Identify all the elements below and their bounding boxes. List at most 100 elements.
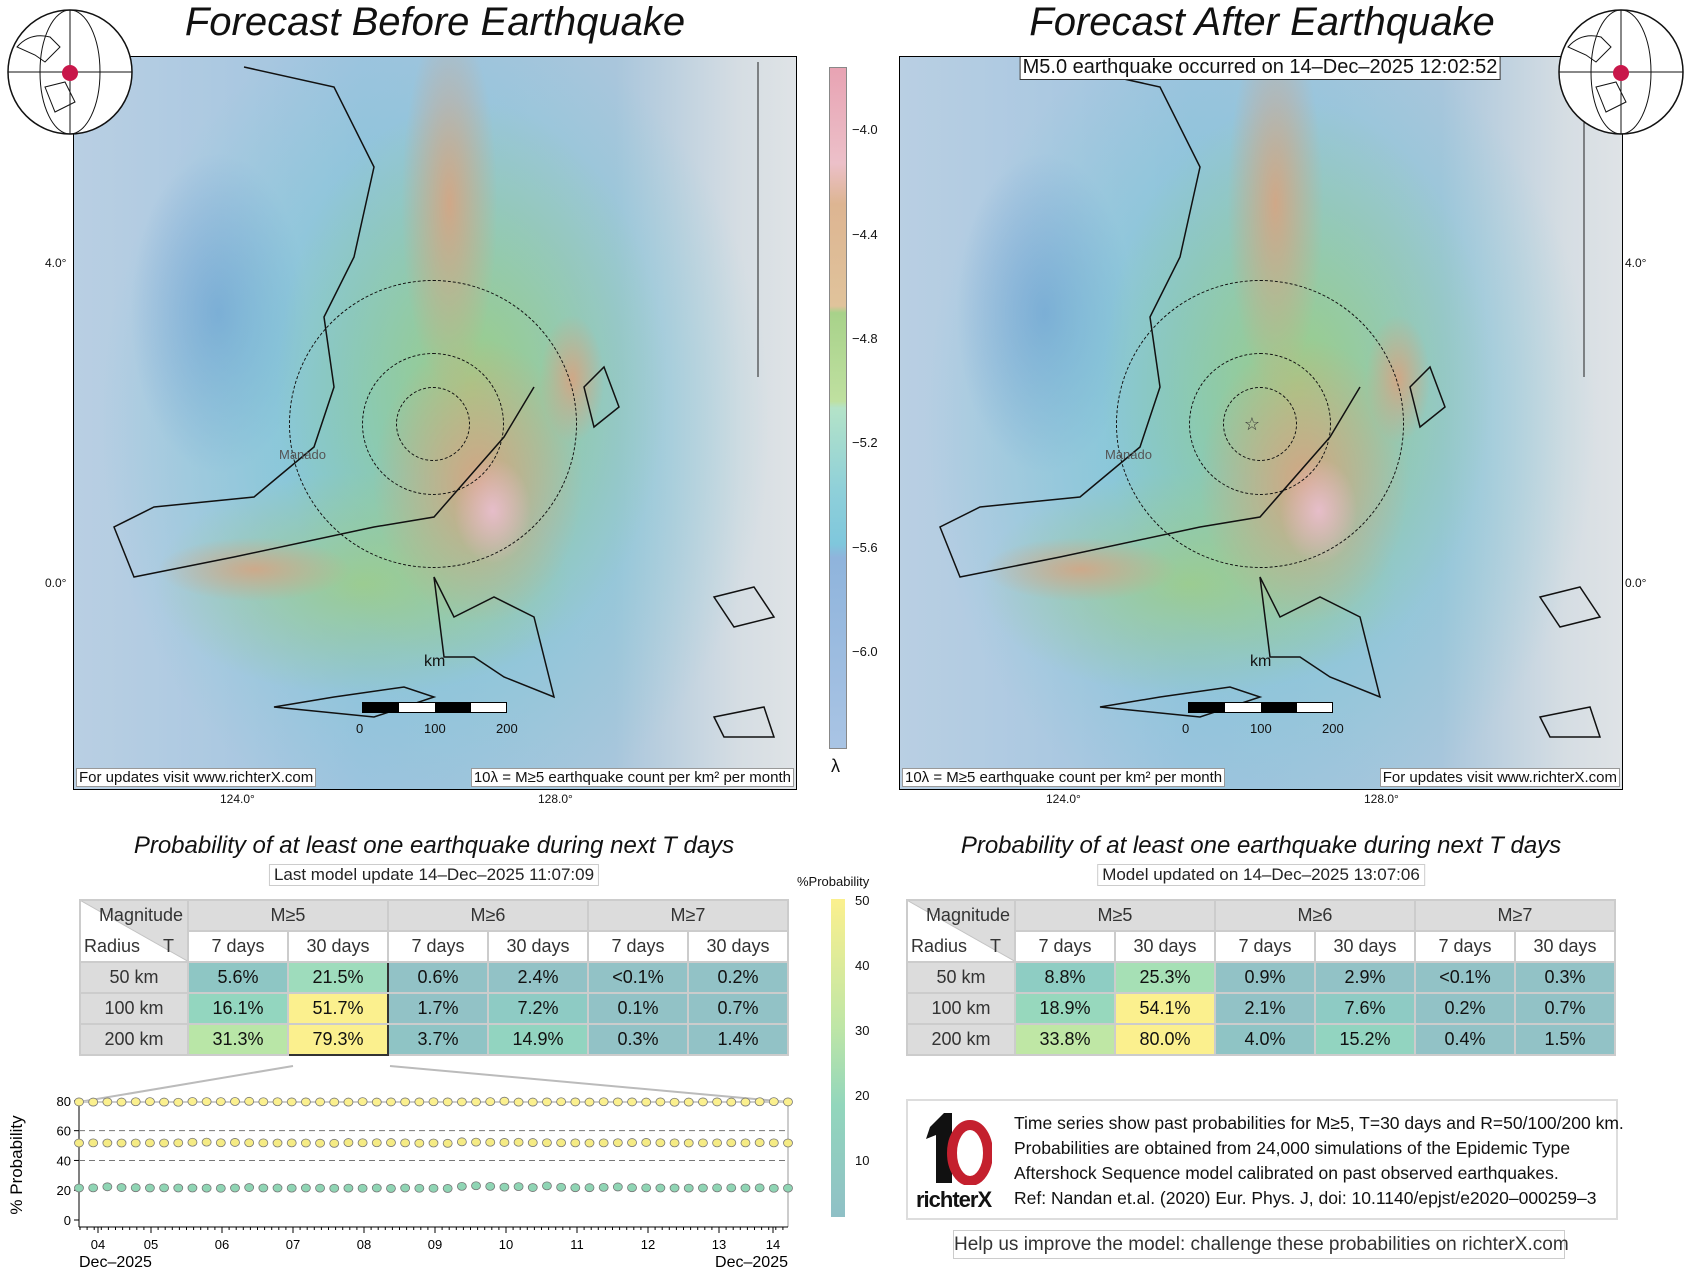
data-point-200-km (400, 1097, 411, 1107)
data-point-200-km (740, 1097, 751, 1107)
probability-cell[interactable]: 0.3% (587, 1023, 689, 1056)
data-point-200-km (88, 1097, 99, 1107)
period-column-header: 30 days (687, 930, 789, 963)
challenge-link[interactable]: Help us improve the model: challenge the… (953, 1230, 1569, 1259)
info-text: Time series show past probabilities for … (1014, 1111, 1624, 1211)
probability-cell[interactable]: <0.1% (587, 961, 689, 994)
left-map-title: Forecast Before Earthquake (184, 0, 686, 44)
probability-cell[interactable]: 0.4% (1414, 1023, 1516, 1056)
data-point-200-km (754, 1097, 765, 1107)
probability-cell[interactable]: 14.9% (487, 1023, 589, 1056)
probability-cell[interactable]: 18.9% (1014, 992, 1116, 1025)
data-point-200-km (371, 1097, 382, 1107)
data-point-200-km (428, 1097, 439, 1107)
probability-cell[interactable]: 33.8% (1014, 1023, 1116, 1056)
probability-cell[interactable]: 54.1% (1114, 992, 1216, 1025)
y-tick-label: 20 (57, 1183, 71, 1198)
probability-cell[interactable]: 5.6% (187, 961, 289, 994)
probability-cell[interactable]: 8.8% (1014, 961, 1116, 994)
probability-cell[interactable]: 21.5% (287, 961, 389, 994)
rate-colorbar (829, 67, 847, 749)
updates-link[interactable]: For updates visit www.richterX.com (76, 768, 317, 787)
data-point-100-km (244, 1138, 255, 1148)
probability-cell[interactable]: 1.7% (387, 992, 489, 1025)
left-forecast-map[interactable]: Manado km 0 100 200 For updates visit ww… (73, 56, 797, 790)
data-point-50-km (386, 1184, 396, 1193)
data-point-100-km (570, 1138, 581, 1148)
x-axis-label-left: Dec–2025 (79, 1254, 152, 1267)
data-point-100-km (683, 1138, 694, 1148)
globe-inset-icon (7, 9, 133, 135)
probability-cell[interactable]: <0.1% (1414, 961, 1516, 994)
rate-tick: −4.4 (852, 227, 878, 242)
data-point-100-km (442, 1138, 453, 1148)
probability-cell[interactable]: 3.7% (387, 1023, 489, 1056)
probability-cell[interactable]: 7.2% (487, 992, 589, 1025)
right-forecast-map[interactable]: ☆ M5.0 earthquake occurred on 14–Dec–202… (899, 56, 1623, 790)
data-point-50-km (258, 1183, 269, 1193)
probability-cell[interactable]: 0.7% (687, 992, 789, 1025)
probability-cell[interactable]: 2.1% (1214, 992, 1316, 1025)
data-point-50-km (712, 1183, 722, 1193)
data-point-100-km (144, 1138, 155, 1148)
probability-cell[interactable]: 0.1% (587, 992, 689, 1025)
data-point-50-km (627, 1183, 637, 1193)
probability-cell[interactable]: 1.4% (687, 1023, 789, 1056)
probability-cell[interactable]: 0.2% (687, 961, 789, 994)
data-point-100-km (130, 1138, 141, 1148)
probability-cell[interactable]: 16.1% (187, 992, 289, 1025)
data-point-200-km (442, 1097, 453, 1107)
probability-cell[interactable]: 2.4% (487, 961, 589, 994)
table-row: 200 km 31.3% 79.3% 3.7% 14.9% 0.3% 1.4% (79, 1023, 789, 1056)
probability-cell[interactable]: 31.3% (187, 1023, 289, 1056)
left-table-title: Probability of at least one earthquake d… (133, 832, 735, 859)
data-point-100-km (598, 1138, 609, 1148)
probability-cell[interactable]: 0.7% (1514, 992, 1616, 1025)
radius-200km-ring (1116, 280, 1404, 568)
data-point-50-km (286, 1183, 297, 1193)
probability-cell[interactable]: 7.6% (1314, 992, 1416, 1025)
probability-cell[interactable]: 1.5% (1514, 1023, 1616, 1056)
probability-cell[interactable]: 15.2% (1314, 1023, 1416, 1056)
data-point-100-km (471, 1137, 481, 1147)
probability-cell[interactable]: 79.3% (287, 1023, 389, 1056)
data-point-50-km (442, 1184, 453, 1193)
data-point-50-km (471, 1181, 481, 1191)
data-point-50-km (130, 1183, 141, 1193)
data-point-100-km (669, 1138, 680, 1148)
prob-tick: 20 (855, 1088, 870, 1103)
probability-cell[interactable]: 2.9% (1314, 961, 1416, 994)
data-point-200-km (187, 1097, 198, 1106)
rate-tick: −4.8 (852, 331, 878, 346)
x-tick-label: 10 (499, 1237, 513, 1252)
data-point-200-km (570, 1097, 581, 1107)
data-point-100-km (655, 1138, 666, 1148)
right-map-title: Forecast After Earthquake (1029, 0, 1495, 44)
updates-link[interactable]: For updates visit www.richterX.com (1379, 768, 1620, 787)
data-point-50-km (74, 1183, 84, 1193)
data-point-100-km (187, 1137, 198, 1147)
probability-cell[interactable]: 80.0% (1114, 1023, 1216, 1056)
data-point-200-km (456, 1097, 467, 1107)
probability-cell[interactable]: 51.7% (287, 992, 389, 1025)
data-point-200-km (627, 1097, 637, 1107)
probability-cell[interactable]: 0.3% (1514, 961, 1616, 994)
data-point-50-km (329, 1183, 340, 1193)
data-point-100-km (315, 1138, 325, 1148)
probability-cell[interactable]: 0.9% (1214, 961, 1316, 994)
period-column-header: 30 days (487, 930, 589, 963)
info-line: Probabilities are obtained from 24,000 s… (1014, 1138, 1571, 1158)
radius-cell: 100 km (79, 992, 189, 1025)
probability-cell[interactable]: 25.3% (1114, 961, 1216, 994)
probability-cell[interactable]: 0.2% (1414, 992, 1516, 1025)
probability-cell[interactable]: 0.6% (387, 961, 489, 994)
table-row: 100 km 16.1% 51.7% 1.7% 7.2% 0.1% 0.7% (79, 992, 789, 1025)
rate-tick: −4.0 (852, 122, 878, 137)
corner-header: Magnitude Radius T (79, 899, 189, 963)
radius-cell: 200 km (906, 1023, 1016, 1056)
period-column-header: 30 days (287, 930, 389, 963)
probability-cell[interactable]: 4.0% (1214, 1023, 1316, 1056)
data-point-200-km (159, 1097, 169, 1107)
richterx-logo-icon (926, 1113, 992, 1185)
data-point-200-km (300, 1097, 311, 1107)
